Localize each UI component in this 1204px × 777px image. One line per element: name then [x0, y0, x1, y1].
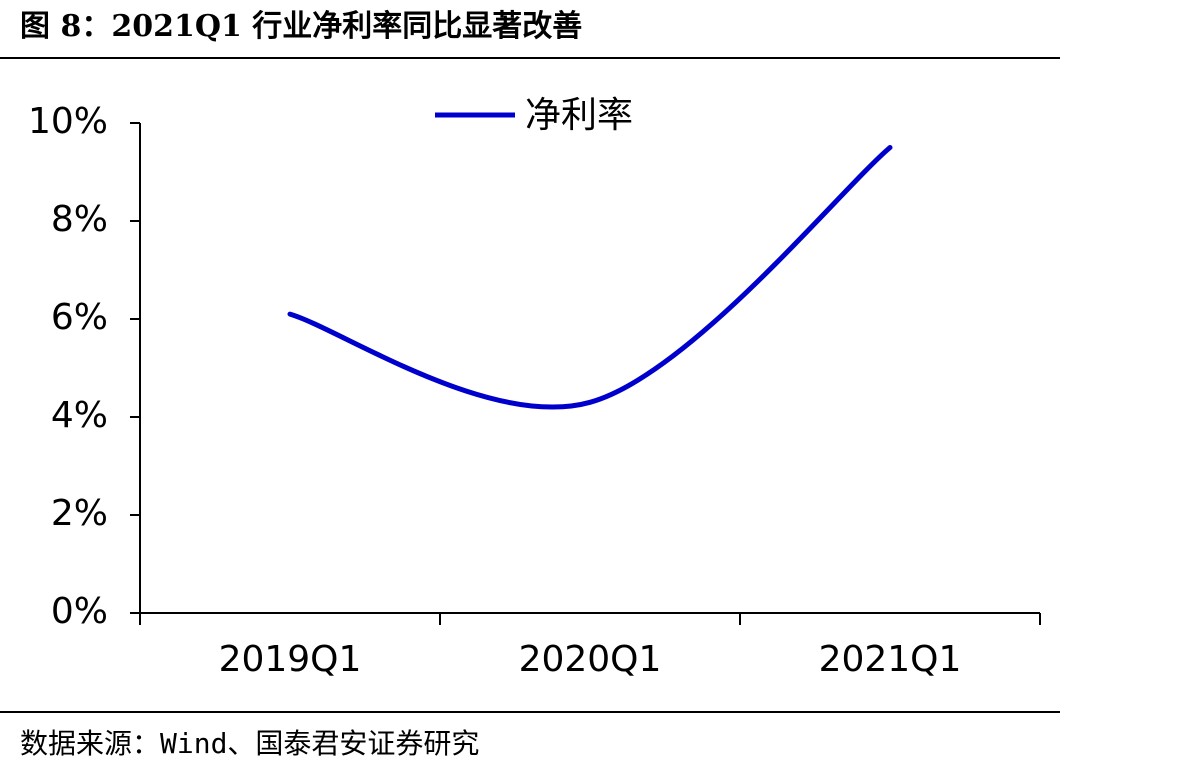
- y-tick-label: 8%: [51, 199, 108, 240]
- y-tick-label: 10%: [28, 101, 108, 142]
- x-tick-label: 2021Q1: [819, 639, 962, 680]
- y-tick-label: 0%: [51, 591, 108, 632]
- chart-title: 图 8：2021Q1 行业净利率同比显著改善: [20, 9, 582, 44]
- source: 数据来源：Wind、国泰君安证券研究: [20, 727, 479, 760]
- y-tick-label: 2%: [51, 493, 108, 534]
- line-series: [287, 145, 893, 410]
- x-tick-label: 2020Q1: [519, 639, 662, 680]
- x-tick-label: 2019Q1: [219, 639, 362, 680]
- y-tick-label: 4%: [51, 395, 108, 436]
- y-tick-label: 6%: [51, 297, 108, 338]
- legend-label: 净利率: [525, 95, 633, 136]
